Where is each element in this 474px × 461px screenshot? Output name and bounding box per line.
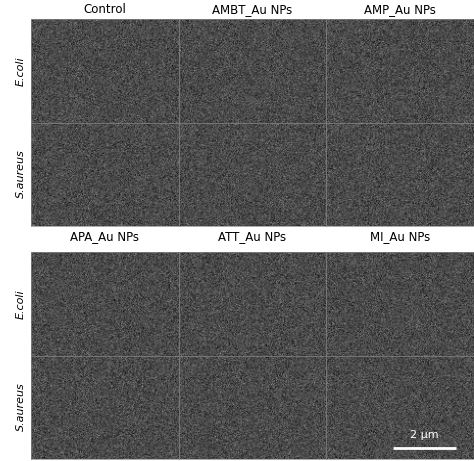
- Text: MI_Au NPs: MI_Au NPs: [370, 230, 430, 243]
- Text: 2 μm: 2 μm: [410, 430, 439, 440]
- Text: S.aureus: S.aureus: [16, 150, 26, 198]
- Text: E.coli: E.coli: [16, 289, 26, 319]
- Text: APA_Au NPs: APA_Au NPs: [70, 230, 139, 243]
- Text: ATT_Au NPs: ATT_Au NPs: [219, 230, 286, 243]
- Text: AMBT_Au NPs: AMBT_Au NPs: [212, 3, 292, 16]
- Text: S.aureus: S.aureus: [16, 383, 26, 431]
- Text: Control: Control: [83, 3, 126, 16]
- Text: E.coli: E.coli: [16, 56, 26, 86]
- Text: AMP_Au NPs: AMP_Au NPs: [364, 3, 436, 16]
